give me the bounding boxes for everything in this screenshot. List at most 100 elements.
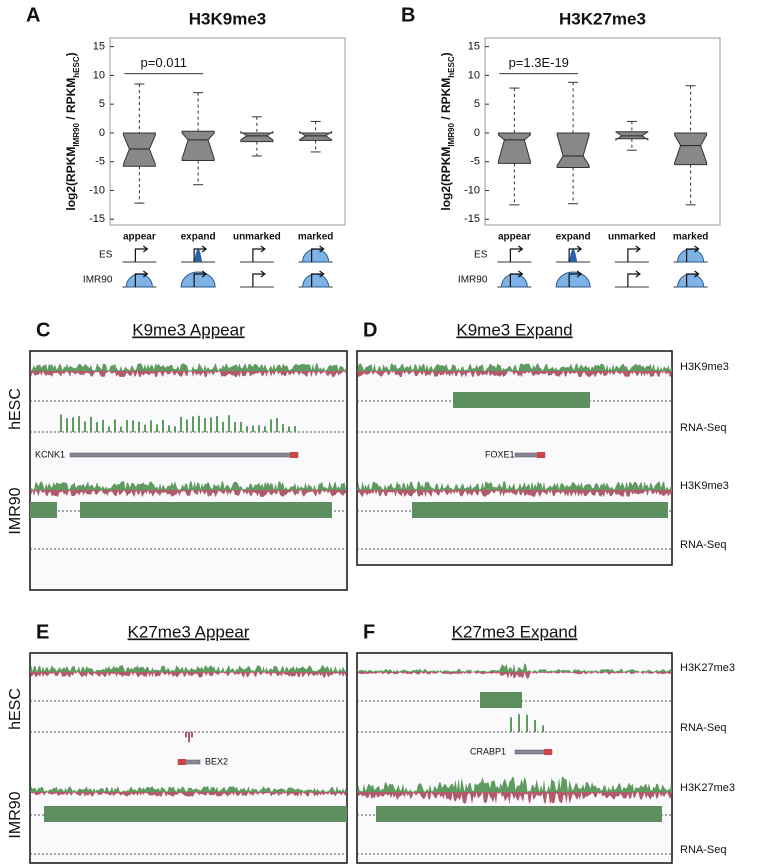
rna-peak	[96, 422, 98, 432]
browser-frame	[356, 350, 673, 566]
y-label-part: IMR90	[72, 123, 81, 147]
icon-arrow	[686, 245, 700, 262]
rna-peak	[150, 420, 152, 432]
y-tick-label: 5	[474, 98, 480, 110]
x-tick-label: appear	[123, 232, 156, 243]
icon-arrow	[134, 245, 149, 262]
icon-dome	[500, 273, 528, 288]
rna-peak	[240, 421, 242, 432]
rna-peak	[192, 416, 194, 432]
gene-exon	[544, 749, 552, 755]
rna-peak	[282, 424, 284, 432]
x-tick-label: unmarked	[608, 232, 656, 243]
rna-peak	[60, 414, 62, 432]
icon-dome	[555, 271, 591, 288]
icon-arrow	[686, 270, 700, 287]
y-tick-label: -5	[95, 156, 105, 168]
gene-name: FOXE1	[485, 449, 515, 459]
signal-down	[30, 371, 347, 378]
rna-peak	[185, 732, 187, 738]
icon-dome	[677, 248, 705, 263]
rna-peak	[180, 416, 182, 432]
gene-name: CRABP1	[470, 746, 506, 756]
icon-peak	[194, 249, 203, 262]
rna-peak	[264, 426, 266, 432]
rna-peak	[188, 732, 190, 743]
icon-row-label: IMR90	[83, 275, 113, 286]
y-axis-label: log2(RPKMIMR90 / RPKMhESC)	[439, 52, 455, 210]
rna-peak	[234, 421, 236, 432]
domain	[412, 502, 668, 518]
rna-peak	[120, 426, 122, 432]
panel-letter: D	[363, 319, 377, 341]
icon-arrow	[134, 270, 149, 287]
domain	[480, 692, 522, 708]
p-value: p=0.011	[141, 55, 187, 70]
track-label: H3K27me3	[680, 782, 735, 794]
rna-peak	[222, 421, 224, 432]
y-tick-label: 0	[474, 127, 480, 139]
icon-dome	[125, 273, 153, 288]
signal-up	[30, 786, 347, 792]
panel-letter: F	[363, 621, 375, 643]
y-label-part: / RPKM	[439, 78, 453, 123]
rna-peak	[144, 424, 146, 432]
box	[497, 132, 531, 164]
signal-down	[30, 792, 347, 797]
row-label: hESC	[7, 388, 24, 430]
gene-name: BEX2	[205, 756, 228, 766]
domain	[44, 806, 347, 822]
y-tick-label: 15	[93, 41, 105, 53]
icon-dome	[180, 271, 216, 288]
signal-down	[30, 672, 347, 678]
icon-arrow	[311, 270, 325, 287]
rna-peak	[526, 714, 528, 732]
x-tick-label: expand	[181, 232, 216, 243]
icon-arrow	[252, 270, 266, 287]
p-value: p=1.3E-19	[509, 55, 569, 70]
rna-peak	[156, 424, 158, 432]
icon-row-label: ES	[99, 250, 113, 261]
signal-down	[357, 792, 672, 805]
browser-frame	[29, 350, 348, 591]
y-tick-label: -15	[464, 213, 480, 225]
rna-peak	[84, 421, 86, 432]
domain	[30, 502, 57, 518]
signal-up	[357, 363, 672, 371]
track-label: H3K27me3	[680, 662, 735, 674]
y-label-part: / RPKM	[64, 78, 78, 123]
x-tick-label: marked	[298, 232, 334, 243]
rna-peak	[228, 415, 230, 432]
panel-letter: B	[401, 4, 415, 26]
rna-peak	[102, 419, 104, 432]
row-label: IMR90	[7, 487, 24, 534]
rna-peak	[126, 420, 128, 432]
y-label-part: hESC	[72, 56, 81, 78]
icon-arrow	[193, 270, 208, 287]
gene-exon	[178, 759, 186, 765]
rna-peak	[204, 418, 206, 432]
x-tick-label: expand	[556, 232, 591, 243]
y-tick-label: -10	[89, 184, 105, 196]
rna-peak	[294, 426, 296, 432]
rna-peak	[174, 426, 176, 432]
chart-title: H3K9me3	[189, 9, 267, 28]
track-label: H3K9me3	[680, 361, 729, 373]
icon-arrow	[509, 270, 524, 287]
icon-arrow	[193, 245, 208, 262]
box	[674, 132, 708, 166]
y-label-part: log2(RPKM	[439, 147, 453, 211]
rna-peak	[246, 426, 248, 432]
rna-peak	[168, 425, 170, 432]
box	[122, 132, 156, 167]
signal-down	[357, 672, 672, 680]
icon-row-label: ES	[474, 250, 488, 261]
y-label-part: hESC	[447, 56, 456, 78]
rna-peak	[162, 419, 164, 432]
signal-up	[30, 665, 347, 672]
gene-body	[69, 452, 299, 458]
row-label: hESC	[7, 688, 24, 730]
box	[240, 130, 274, 143]
icon-arrow	[568, 270, 583, 287]
icon-arrow	[568, 245, 583, 262]
